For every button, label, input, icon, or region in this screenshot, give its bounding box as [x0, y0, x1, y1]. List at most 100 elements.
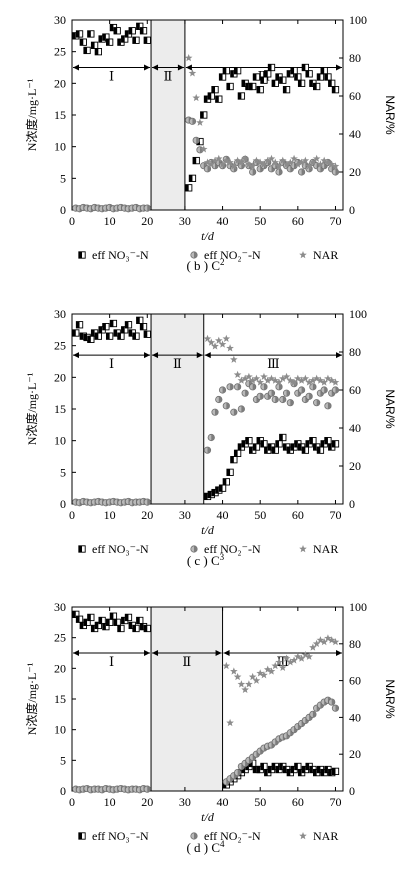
x-tick-label: 60 [292, 508, 304, 522]
x-tick-label: 60 [292, 214, 304, 228]
data-point-no2 [237, 405, 245, 413]
data-point-no2 [279, 395, 287, 404]
marker-fill [268, 64, 272, 71]
series-circle [72, 380, 340, 507]
data-point-nar [233, 156, 242, 164]
data-point-nar [294, 160, 302, 168]
marker-fill [98, 35, 103, 43]
marker-half [147, 204, 151, 212]
x-tick-label: 20 [141, 508, 153, 522]
data-point-no3 [132, 332, 140, 340]
data-point-nar [305, 162, 313, 170]
marker-fill [302, 64, 306, 71]
x-tick-label: 30 [179, 795, 191, 809]
data-point-nar [271, 376, 280, 384]
marker-fill [91, 329, 95, 337]
y-tick-label-left: 20 [54, 76, 66, 90]
marker-half [275, 396, 279, 403]
data-point-no2 [331, 168, 340, 176]
data-point-no3 [249, 82, 257, 91]
marker-fill [332, 768, 336, 775]
data-point-no2 [328, 698, 336, 706]
data-point-nar [214, 336, 223, 344]
phase-label: Ⅰ [109, 356, 114, 371]
data-point-nar [222, 661, 231, 670]
data-point-nar [282, 160, 291, 168]
data-point-nar [312, 154, 321, 162]
data-point-no3 [256, 86, 264, 94]
marker-fill [332, 86, 336, 93]
marker-fill [91, 625, 95, 632]
data-point-nar [241, 685, 249, 694]
marker-fill [204, 95, 208, 103]
marker-fill [226, 469, 231, 476]
y-tick-label-right: 80 [349, 51, 361, 65]
data-point-nar [327, 376, 336, 384]
marker-fill [234, 67, 238, 74]
marker-fill [332, 440, 336, 448]
marker-fill [204, 493, 208, 500]
marker-fill [121, 617, 125, 624]
data-point-no3 [136, 22, 144, 30]
data-point-nar [226, 718, 234, 727]
data-point-no3 [331, 440, 340, 448]
data-point-no2 [320, 386, 328, 394]
data-point-nar [237, 158, 246, 166]
data-point-no3 [75, 615, 84, 623]
panel-2: Ⅰ Ⅱ Ⅲ 0 10 20 30 40 50 60 70 0 5 10 15 20 25 30 0 20 40 60 80 1… [24, 307, 397, 568]
marker-fill [283, 86, 287, 93]
marker-half [301, 168, 305, 176]
data-point-no2 [256, 392, 264, 400]
x-tick-label: 70 [329, 214, 341, 228]
arrowhead-left [152, 352, 159, 359]
marker-fill [117, 332, 121, 340]
marker-fill [328, 80, 332, 87]
data-point-no2 [297, 168, 306, 176]
marker-fill [275, 440, 280, 448]
data-point-no3 [78, 251, 86, 259]
legend-label: eff NO₃⁻-N [92, 542, 149, 556]
arrowhead-right [336, 64, 342, 71]
data-point-nar [301, 374, 310, 382]
marker-fill [140, 323, 144, 330]
marker-half [335, 168, 339, 176]
marker-fill [117, 625, 121, 632]
data-point-no3 [218, 73, 227, 81]
arrowhead-right [177, 64, 184, 71]
marker-fill [275, 766, 280, 773]
x-tick-label: 50 [254, 795, 266, 809]
marker-half [286, 389, 290, 397]
marker-fill [272, 80, 276, 87]
marker-fill [223, 67, 227, 74]
data-point-no3 [218, 484, 227, 492]
data-point-no3 [105, 332, 114, 340]
caption-text: ( b ) C [186, 258, 220, 273]
data-point-no3 [102, 323, 110, 331]
y-tick-label-right: 40 [349, 710, 361, 724]
y-tick-label-left: 30 [54, 307, 66, 321]
data-point-no3 [75, 30, 84, 38]
marker-fill [208, 491, 212, 498]
data-point-no3 [282, 86, 291, 94]
data-point-no3 [185, 184, 193, 192]
data-point-no3 [331, 86, 340, 94]
data-point-no3 [233, 67, 242, 75]
data-point-no3 [230, 456, 238, 464]
data-point-nar [278, 663, 287, 671]
data-point-no3 [113, 27, 121, 35]
data-point-nar [252, 676, 261, 684]
data-point-nar [267, 374, 276, 382]
marker-fill [317, 766, 321, 773]
marker-fill [144, 625, 148, 632]
data-point-nar [222, 156, 231, 164]
marker-half [215, 408, 219, 416]
marker-fill [125, 614, 129, 621]
marker-fill [253, 73, 257, 81]
marker-fill [80, 332, 84, 340]
marker-fill [305, 763, 310, 770]
marker-fill [76, 616, 80, 623]
series-star [184, 54, 340, 170]
data-point-no2 [305, 392, 313, 400]
data-point-nar [226, 344, 234, 352]
marker-fill [83, 619, 88, 626]
